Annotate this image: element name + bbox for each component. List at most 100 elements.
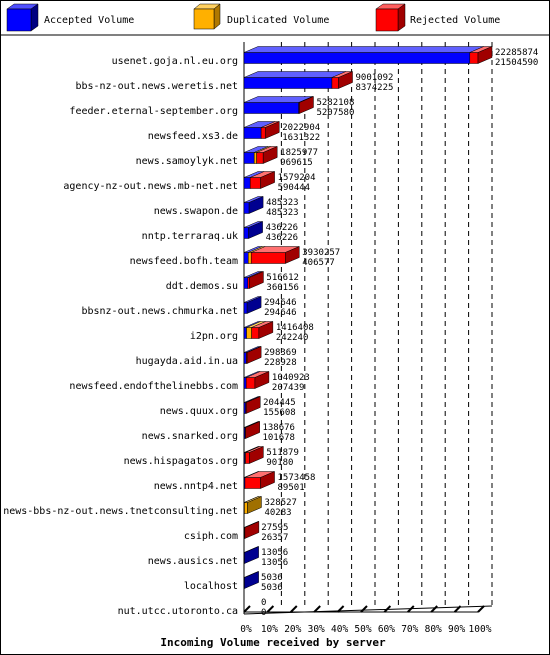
category-label: news.hispagatos.org — [124, 456, 238, 467]
bar-duplicated — [244, 502, 248, 514]
category-label: news-bbs-nz-out.news.tnetconsulting.net — [3, 506, 238, 517]
category-label: i2pn.org — [190, 331, 238, 342]
accepted-value-label: 90180 — [266, 458, 293, 468]
bar-rejected — [249, 177, 261, 189]
x-tick-label: 0% — [240, 624, 252, 635]
category-label: news.snarked.org — [142, 431, 238, 442]
category-label: nntp.terraraq.uk — [142, 231, 238, 242]
bar-side-rejected — [258, 321, 274, 339]
category-label: agency-nz-out.news.mb-net.net — [63, 181, 238, 192]
category-label: bbs-nz-out.news.weretis.net — [75, 81, 238, 92]
category-label: usenet.goja.nl.eu.org — [112, 56, 238, 67]
total-value-label: 1040923 — [272, 373, 310, 383]
total-value-label: 1416408 — [276, 323, 314, 333]
bar-accepted — [243, 77, 333, 89]
total-value-label: 294646 — [264, 298, 297, 308]
category-label: news.swapon.de — [154, 206, 238, 217]
accepted-value-label: 40283 — [264, 508, 291, 518]
x-tick-label: 20% — [284, 624, 301, 635]
legend-swatch-rejected-side — [397, 3, 406, 32]
bar-rejected — [469, 52, 479, 64]
bar-duplicated — [248, 252, 252, 264]
accepted-value-label: 228928 — [264, 358, 297, 368]
category-label: news.samoylyk.net — [136, 156, 238, 167]
accepted-value-label: 242240 — [276, 333, 309, 343]
bar-side-rejected — [262, 146, 278, 164]
legend-swatch-duplicated — [193, 8, 215, 30]
bar-side-accepted — [244, 546, 259, 564]
bar-accepted — [243, 302, 248, 314]
accepted-value-label: 8374225 — [356, 83, 394, 93]
category-label: newsfeed.endofthelinebbs.com — [69, 381, 238, 392]
x-tick-label: 40% — [331, 624, 348, 635]
accepted-value-label: 101678 — [262, 433, 295, 443]
bar-side-duplicated — [247, 496, 262, 514]
total-value-label: 138676 — [262, 423, 295, 433]
x-tick — [266, 605, 275, 613]
category-label: newsfeed.bofh.team — [130, 256, 238, 267]
legend-label-rejected: Rejected Volume — [410, 15, 500, 26]
x-tick — [477, 605, 485, 613]
bar-accepted — [243, 202, 250, 214]
total-value-label: 27595 — [261, 523, 288, 533]
total-value-label: 298369 — [264, 348, 297, 358]
total-value-label: 1579204 — [278, 173, 316, 183]
bar-accepted — [243, 152, 255, 164]
chart-title: Incoming Volume received by server — [160, 636, 386, 649]
total-value-label: 1825977 — [280, 148, 318, 158]
total-value-label: 0 — [261, 598, 266, 608]
category-label: ddt.demos.su — [166, 281, 238, 292]
accepted-value-label: 13056 — [261, 558, 288, 568]
total-value-label: 13056 — [261, 548, 288, 558]
x-tick — [243, 605, 251, 613]
x-tick-label: 90% — [448, 624, 465, 635]
category-label: csiph.com — [184, 531, 238, 542]
category-label: localhost — [184, 581, 238, 592]
bar-side-rejected — [246, 346, 262, 364]
legend-item-accepted: Accepted Volume — [6, 3, 134, 32]
bar-rejected — [245, 377, 256, 389]
bar-rejected — [260, 127, 266, 139]
total-value-label: 1573458 — [278, 473, 316, 483]
bar-accepted — [243, 102, 299, 114]
total-value-label: 436226 — [266, 223, 299, 233]
total-value-label: 516612 — [266, 273, 299, 283]
bar-side-rejected — [254, 371, 270, 389]
bar-side-rejected — [264, 121, 280, 139]
x-tick — [290, 605, 298, 613]
total-value-label: 328527 — [264, 498, 297, 508]
total-value-label: 3930257 — [302, 248, 340, 258]
legend-label-duplicated: Duplicated Volume — [227, 15, 329, 26]
accepted-value-label: 21504590 — [495, 58, 538, 68]
category-label: news.quux.org — [160, 406, 238, 417]
bar-side-rejected — [477, 46, 493, 64]
bar-top-accepted — [243, 71, 347, 78]
x-tick-label: 30% — [308, 624, 325, 635]
bar-rejected — [256, 152, 264, 164]
category-label: bbsnz-out.news.chmurka.net — [81, 306, 238, 317]
bar-side-rejected — [245, 396, 261, 414]
plot-area: 0% 10% 20% 30% 40% 50% 60% 70% 80% 90% 100% usenet.… — [3, 42, 538, 635]
x-tick-label: 10% — [261, 624, 278, 635]
x-tick-label: 60% — [378, 624, 395, 635]
x-tick — [430, 605, 438, 613]
category-label: hugayda.aid.in.ua — [136, 356, 238, 367]
bar-accepted — [243, 352, 247, 364]
legend-swatch-rejected — [375, 8, 399, 32]
accepted-value-label: 969615 — [280, 158, 313, 168]
accepted-value-label: 590444 — [278, 183, 311, 193]
accepted-value-label: 485323 — [266, 208, 299, 218]
bar-accepted — [243, 177, 251, 189]
category-label: nut.utcc.utoronto.ca — [118, 606, 238, 617]
accepted-value-label: 207439 — [272, 383, 305, 393]
x-tick — [313, 605, 321, 613]
x-tick — [360, 605, 368, 613]
bar-accepted — [243, 227, 249, 239]
accepted-value-label: 89501 — [278, 483, 305, 493]
total-value-label: 2022904 — [282, 123, 320, 133]
bar-duplicated — [246, 327, 252, 339]
total-value-label: 9001092 — [356, 73, 394, 83]
bar-accepted — [243, 52, 471, 64]
bar-accepted — [243, 377, 247, 389]
accepted-value-label: 406577 — [302, 258, 335, 268]
